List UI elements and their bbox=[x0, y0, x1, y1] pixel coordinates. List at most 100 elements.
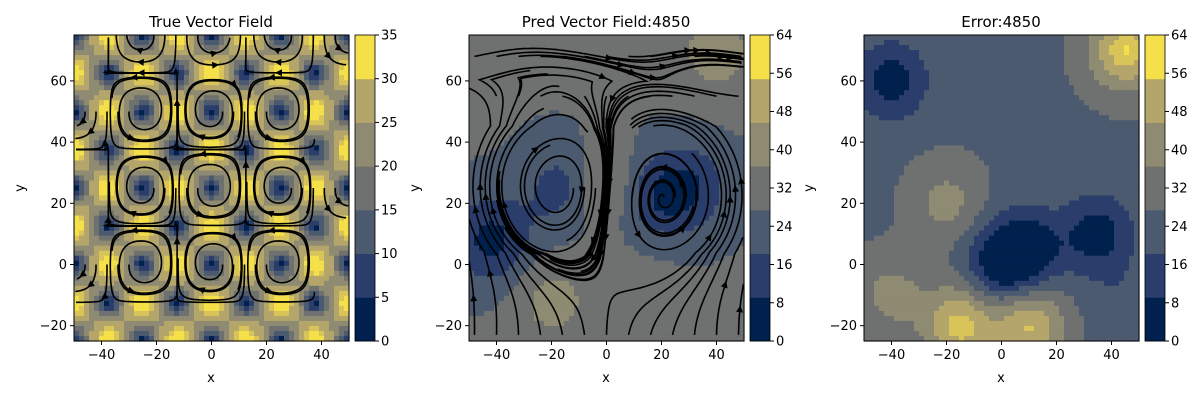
heat-cell bbox=[469, 100, 475, 106]
heat-cell bbox=[109, 301, 115, 307]
heat-cell bbox=[269, 150, 275, 156]
heat-cell bbox=[134, 296, 140, 302]
heat-cell bbox=[84, 35, 90, 41]
heat-cell bbox=[109, 175, 115, 181]
heat-cell bbox=[564, 120, 570, 126]
heat-cell bbox=[149, 296, 155, 302]
heat-cell bbox=[319, 271, 325, 277]
heat-cell bbox=[79, 105, 85, 111]
heat-cell bbox=[129, 150, 135, 156]
heat-cell bbox=[74, 321, 80, 327]
heat-cell bbox=[324, 130, 330, 136]
heat-cell bbox=[479, 40, 485, 46]
heat-cell bbox=[329, 45, 335, 51]
heat-cell bbox=[309, 236, 315, 242]
heat-cell bbox=[224, 321, 230, 327]
heat-cell bbox=[109, 35, 115, 41]
heat-cell bbox=[534, 291, 540, 297]
heat-cell bbox=[89, 306, 95, 312]
heat-cell bbox=[94, 140, 100, 146]
heat-cell bbox=[294, 150, 300, 156]
heat-cell bbox=[79, 180, 85, 186]
heat-cell bbox=[209, 45, 215, 51]
heat-cell bbox=[324, 276, 330, 282]
heat-cell bbox=[319, 75, 325, 81]
heat-cell bbox=[494, 45, 500, 51]
heat-cell bbox=[114, 251, 120, 257]
heat-cell bbox=[559, 120, 565, 126]
heat-cell bbox=[334, 231, 340, 237]
heat-cell bbox=[254, 321, 260, 327]
heat-cell bbox=[304, 155, 310, 161]
heat-cell bbox=[219, 276, 225, 282]
heat-cell bbox=[484, 60, 490, 66]
heat-cell bbox=[139, 180, 145, 186]
heat-cell bbox=[479, 65, 485, 71]
heat-cell bbox=[79, 196, 85, 202]
heat-cell bbox=[99, 55, 105, 61]
panel-1-xlabel: x bbox=[207, 371, 215, 386]
heat-cell bbox=[339, 185, 345, 191]
heat-cell bbox=[114, 130, 120, 136]
heat-cell bbox=[144, 311, 150, 317]
heat-cell bbox=[584, 296, 590, 302]
heat-cell bbox=[309, 90, 315, 96]
heat-cell bbox=[84, 226, 90, 232]
heat-cell bbox=[304, 55, 310, 61]
heat-cell bbox=[214, 110, 220, 116]
heat-cell bbox=[499, 281, 505, 287]
heat-cell bbox=[94, 331, 100, 337]
heat-cell bbox=[194, 201, 200, 207]
heat-cell bbox=[279, 100, 285, 106]
heat-cell bbox=[179, 110, 185, 116]
heat-cell bbox=[94, 216, 100, 222]
heat-cell bbox=[154, 331, 160, 337]
heat-cell bbox=[109, 170, 115, 176]
heat-cell bbox=[84, 256, 90, 262]
heat-cell bbox=[524, 221, 530, 227]
heat-cell bbox=[249, 155, 255, 161]
heat-cell bbox=[219, 256, 225, 262]
heat-cell bbox=[214, 170, 220, 176]
heat-cell bbox=[164, 266, 170, 272]
heat-cell bbox=[149, 110, 155, 116]
heat-cell bbox=[549, 185, 555, 191]
heat-cell bbox=[249, 170, 255, 176]
heat-cell bbox=[139, 196, 145, 202]
heat-cell bbox=[284, 150, 290, 156]
heat-cell bbox=[339, 175, 345, 181]
heat-cell bbox=[89, 185, 95, 191]
heat-cell bbox=[284, 296, 290, 302]
heat-cell bbox=[299, 226, 305, 232]
heat-cell bbox=[174, 301, 180, 307]
heat-cell bbox=[559, 170, 565, 176]
heat-cell bbox=[179, 281, 185, 287]
heat-cell bbox=[309, 85, 315, 91]
heat-cell bbox=[159, 140, 165, 146]
heat-cell bbox=[289, 105, 295, 111]
heat-cell bbox=[79, 316, 85, 322]
heat-cell bbox=[114, 316, 120, 322]
heat-cell bbox=[319, 241, 325, 247]
heat-cell bbox=[199, 185, 205, 191]
heat-cell bbox=[214, 266, 220, 272]
heat-cell bbox=[504, 185, 510, 191]
heat-cell bbox=[199, 175, 205, 181]
heat-cell bbox=[499, 326, 505, 332]
heat-cell bbox=[149, 246, 155, 252]
heat-cell bbox=[239, 226, 245, 232]
heat-cell bbox=[289, 331, 295, 337]
heat-cell bbox=[99, 135, 105, 141]
heat-cell bbox=[319, 301, 325, 307]
heat-cell bbox=[319, 266, 325, 272]
heat-cell bbox=[74, 100, 80, 106]
heat-cell bbox=[549, 60, 555, 66]
heat-cell bbox=[179, 276, 185, 282]
heat-cell bbox=[579, 160, 585, 166]
heat-cell bbox=[224, 115, 230, 121]
heat-cell bbox=[524, 306, 530, 312]
heat-cell bbox=[74, 175, 80, 181]
heat-cell bbox=[144, 105, 150, 111]
heat-cell bbox=[279, 271, 285, 277]
heat-cell bbox=[269, 296, 275, 302]
